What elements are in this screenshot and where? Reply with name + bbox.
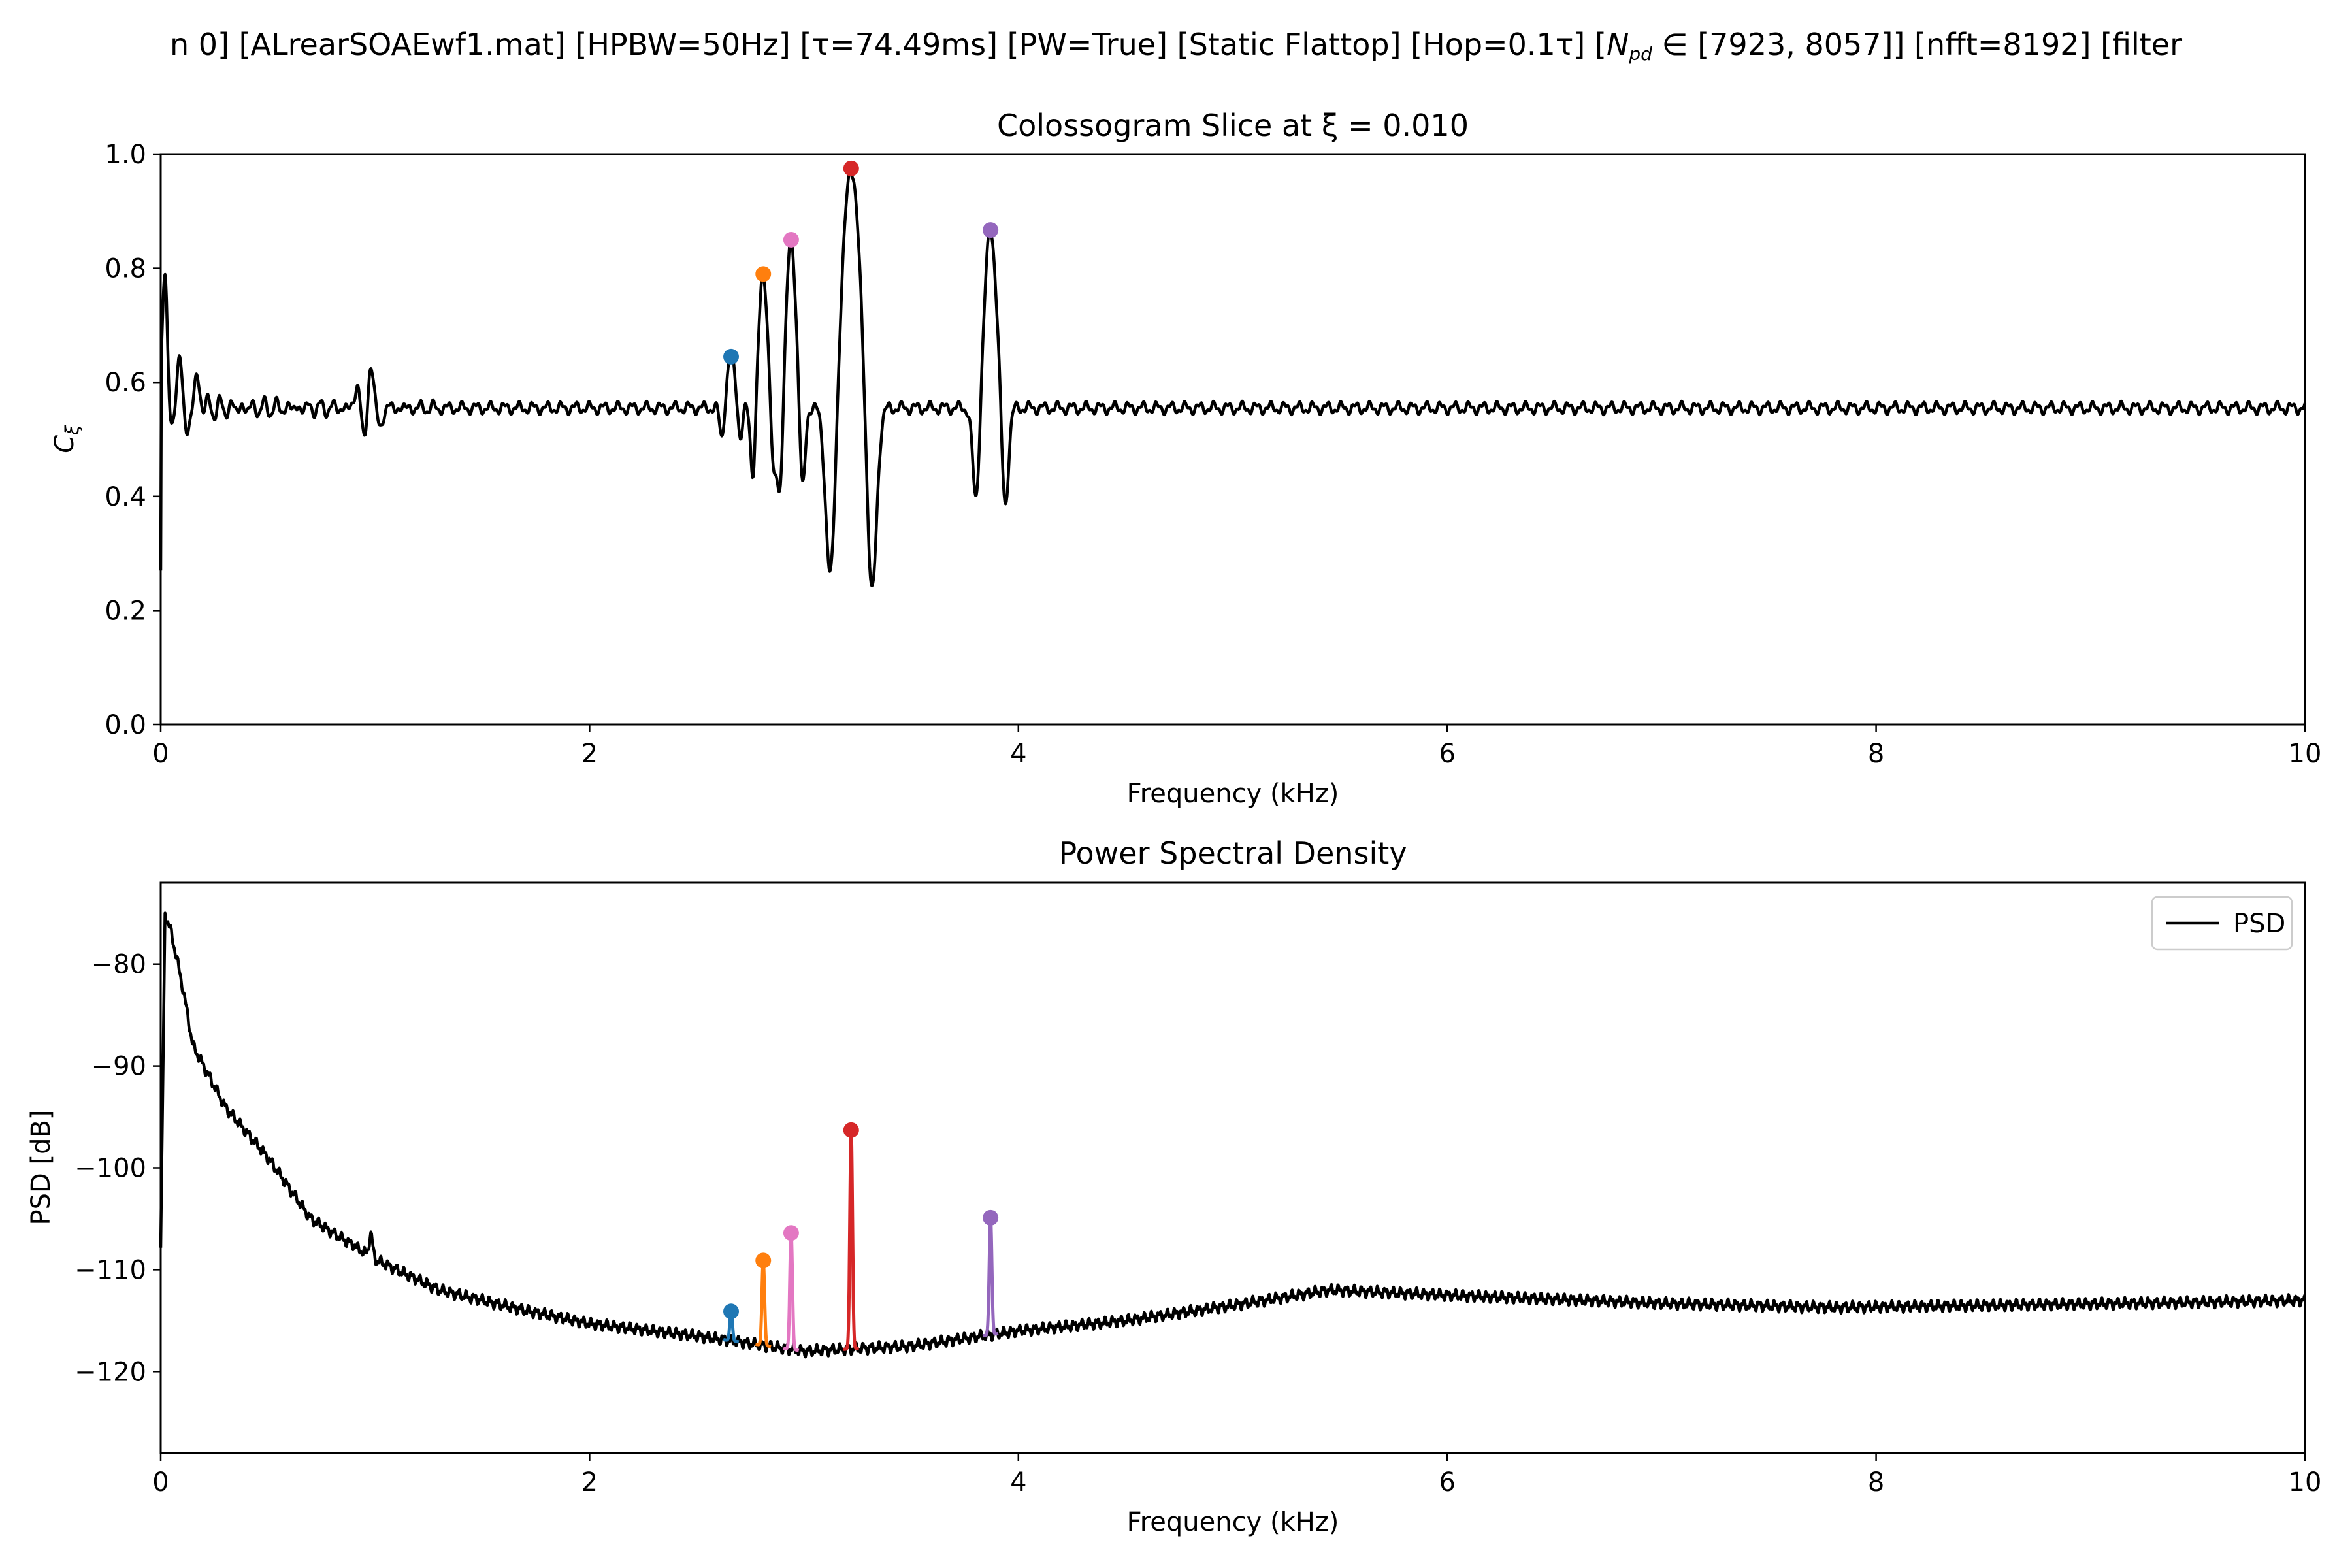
- colossogram-axes-frame: [159, 153, 2306, 726]
- colossogram-slice-axes: Colossogram Slice at ξ = 0.010 0 2 4 6 8 10 0…: [50, 108, 2321, 809]
- colossogram-x-axis-label: Frequency (kHz): [1127, 779, 1339, 809]
- y-tick-label: 0.4: [105, 482, 146, 512]
- y-tick-label: −90: [91, 1052, 146, 1082]
- chart-title-colossogram: Colossogram Slice at ξ = 0.010: [997, 108, 1469, 143]
- psd-peak-marker: [723, 1303, 740, 1320]
- colossogram-y-axis-label: Cξ: [50, 425, 83, 453]
- psd-y-axis-label: PSD [dB]: [26, 1109, 56, 1225]
- x-tick-label: 2: [581, 1467, 598, 1497]
- y-tick-label: −110: [74, 1255, 146, 1285]
- colossogram-peak-marker: [723, 348, 740, 365]
- psd-x-ticks: 0 2 4 6 8 10: [152, 1453, 2321, 1497]
- psd-y-ticks: −120 −110 −100 −90 −80: [74, 950, 161, 1387]
- x-tick-label: 6: [1439, 1467, 1455, 1497]
- x-tick-label: 4: [1010, 739, 1026, 769]
- x-tick-label: 10: [2289, 739, 2322, 769]
- x-tick-label: 2: [581, 739, 598, 769]
- y-tick-label: 0.8: [105, 254, 146, 284]
- psd-series-line: [159, 911, 2307, 1359]
- x-tick-label: 10: [2289, 1467, 2322, 1497]
- x-tick-label: 6: [1439, 739, 1455, 769]
- psd-x-axis-label: Frequency (kHz): [1127, 1507, 1339, 1537]
- x-tick-label: 0: [152, 739, 169, 769]
- psd-axes: Power Spectral Density 0 2 4 6 8 10 −120−110−…: [26, 836, 2321, 1537]
- x-tick-label: 4: [1010, 1467, 1026, 1497]
- colossogram-plot-area: [159, 160, 2307, 588]
- y-tick-label: 0.6: [105, 368, 146, 398]
- colossogram-peak-marker: [755, 266, 772, 282]
- psd-peak-marker: [755, 1252, 772, 1269]
- figure-suptitle: n 0] [ALrearSOAEwf1.mat] [HPBW=50Hz] [τ=…: [170, 27, 2182, 65]
- colossogram-peak-marker: [983, 222, 999, 238]
- colossogram-peak-marker: [843, 160, 859, 176]
- colossogram-peak-marker: [783, 231, 799, 248]
- y-tick-label: 0.2: [105, 596, 146, 626]
- psd-peak-marker: [783, 1225, 799, 1241]
- colossogram-x-ticks: 0 2 4 6 8 10: [152, 725, 2321, 769]
- x-tick-label: 8: [1868, 1467, 1884, 1497]
- psd-legend-label: PSD: [2233, 909, 2285, 939]
- x-tick-label: 0: [152, 1467, 169, 1497]
- psd-axes-frame: [159, 881, 2306, 1454]
- psd-peak-marker: [843, 1122, 859, 1138]
- y-tick-label: 0.0: [105, 710, 146, 740]
- y-tick-label: −80: [91, 950, 146, 980]
- psd-legend: PSD: [2151, 896, 2293, 951]
- chart-title-psd: Power Spectral Density: [1058, 836, 1407, 871]
- y-tick-label: 1.0: [105, 140, 146, 170]
- y-tick-label: −100: [74, 1154, 146, 1184]
- x-tick-label: 8: [1868, 739, 1884, 769]
- psd-plot-area: [159, 911, 2307, 1359]
- psd-peak-marker: [983, 1209, 999, 1226]
- colossogram-series-line: [159, 171, 2307, 588]
- y-tick-label: −120: [74, 1357, 146, 1387]
- colossogram-y-ticks: 0.0 0.2 0.4 0.6 0.8 1.0: [105, 140, 161, 740]
- psd-legend-box: [2151, 896, 2293, 951]
